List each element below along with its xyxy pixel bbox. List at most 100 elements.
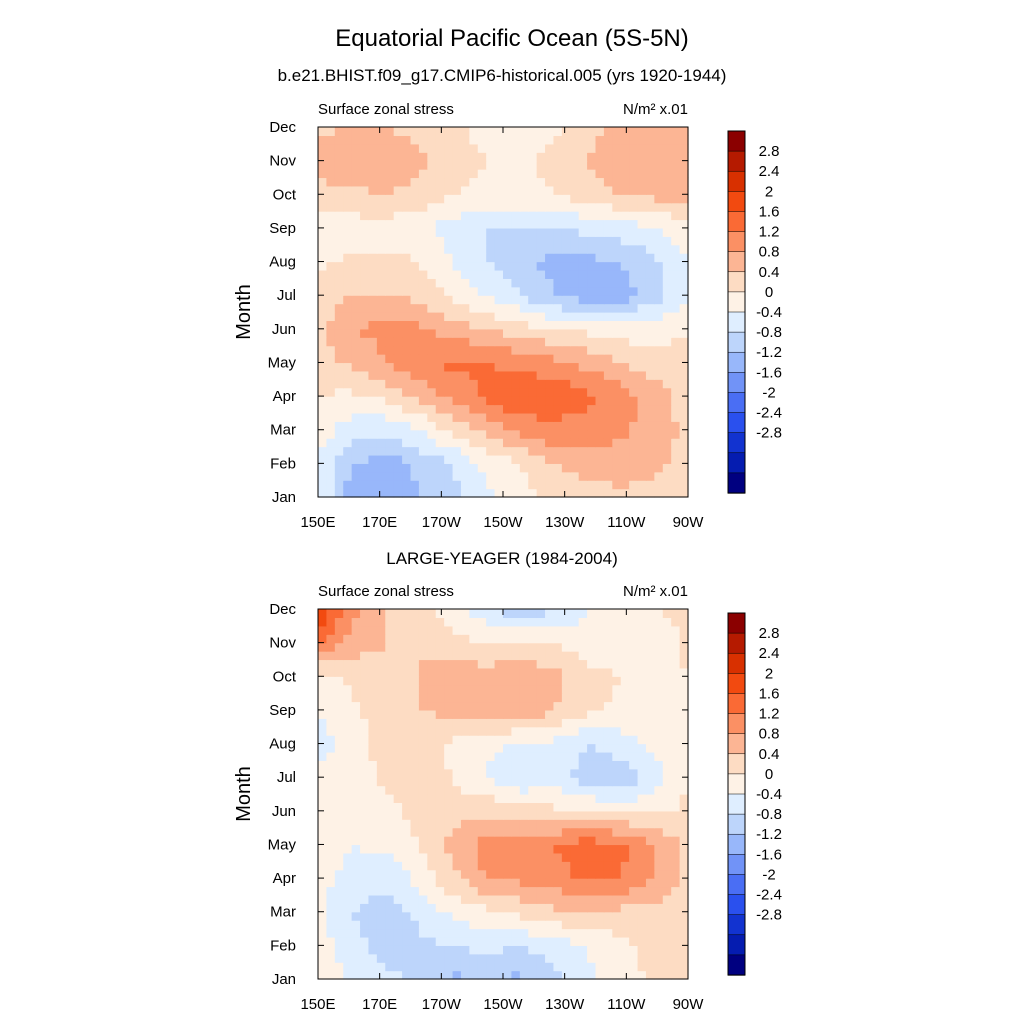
contour-cell: [503, 693, 513, 703]
contour-cell: [444, 396, 454, 406]
contour-cell: [494, 852, 504, 862]
contour-cell: [587, 219, 597, 229]
contour-cell: [460, 625, 470, 635]
contour-cell: [620, 269, 630, 279]
contour-cell: [645, 945, 655, 955]
contour-cell: [334, 152, 344, 162]
contour-cell: [427, 936, 437, 946]
contour-cell: [376, 617, 386, 627]
contour-cell: [553, 651, 563, 661]
contour-cell: [561, 726, 571, 736]
contour-cell: [654, 751, 664, 761]
contour-cell: [486, 202, 496, 212]
contour-cell: [603, 920, 613, 930]
contour-cell: [629, 726, 639, 736]
contour-cell: [418, 345, 428, 355]
contour-cell: [578, 463, 588, 473]
contour-cell: [561, 735, 571, 745]
contour-cell: [469, 135, 479, 145]
contour-cell: [679, 802, 689, 812]
contour-cell: [435, 852, 445, 862]
contour-cell: [603, 609, 613, 619]
contour-cell: [360, 869, 370, 879]
contour-cell: [637, 819, 647, 829]
contour-cell: [343, 169, 353, 179]
contour-cell: [418, 211, 428, 221]
contour-cell: [545, 328, 555, 338]
contour-cell: [561, 936, 571, 946]
contour-cell: [360, 488, 370, 498]
contour-cell: [376, 852, 386, 862]
colorbar-swatch: [727, 211, 746, 233]
contour-cell: [620, 454, 630, 464]
contour-cell: [629, 320, 639, 330]
contour-cell: [620, 810, 630, 820]
contour-cell: [402, 143, 412, 153]
contour-cell: [603, 471, 613, 481]
contour-cell: [511, 438, 521, 448]
contour-cell: [444, 143, 454, 153]
contour-cell: [318, 844, 328, 854]
contour-cell: [351, 303, 361, 313]
contour-cell: [620, 143, 630, 153]
contour-cell: [603, 852, 613, 862]
contour-cell: [578, 945, 588, 955]
contour-cell: [503, 676, 513, 686]
contour-cell: [326, 810, 336, 820]
contour-cell: [494, 454, 504, 464]
contour-cell: [410, 412, 420, 422]
contour-cell: [494, 869, 504, 879]
contour-cell: [587, 625, 597, 635]
contour-cell: [410, 438, 420, 448]
contour-cell: [385, 404, 395, 414]
contour-cell: [351, 345, 361, 355]
contour-cell: [318, 454, 328, 464]
contour-cell: [318, 328, 328, 338]
contour-cell: [402, 735, 412, 745]
contour-cell: [553, 743, 563, 753]
contour-cell: [427, 135, 437, 145]
contour-cell: [587, 819, 597, 829]
colorbar-swatch: [727, 773, 746, 795]
contour-cell: [645, 454, 655, 464]
contour-cell: [662, 735, 672, 745]
contour-cell: [326, 693, 336, 703]
contour-cell: [469, 827, 479, 837]
contour-cell: [561, 802, 571, 812]
contour-cell: [494, 894, 504, 904]
contour-cell: [343, 903, 353, 913]
contour-cell: [503, 743, 513, 753]
contour-cell: [402, 928, 412, 938]
colorbar-swatch: [727, 813, 746, 835]
contour-cell: [318, 396, 328, 406]
contour-cell: [460, 261, 470, 271]
contour-cell: [334, 219, 344, 229]
contour-cell: [519, 936, 529, 946]
contour-cell: [435, 320, 445, 330]
contour-cell: [402, 962, 412, 972]
contour-cell: [444, 286, 454, 296]
contour-cell: [545, 861, 555, 871]
contour-cell: [503, 152, 513, 162]
contour-cell: [503, 936, 513, 946]
contour-cell: [368, 219, 378, 229]
contour-cell: [528, 202, 538, 212]
contour-cell: [444, 953, 454, 963]
contour-cell: [376, 488, 386, 498]
contour-cell: [393, 202, 403, 212]
contour-cell: [452, 844, 462, 854]
contour-cell: [553, 819, 563, 829]
contour-cell: [503, 625, 513, 635]
contour-cell: [435, 844, 445, 854]
contour-cell: [318, 438, 328, 448]
contour-cell: [595, 412, 605, 422]
contour-cell: [620, 152, 630, 162]
contour-cell: [410, 785, 420, 795]
contour-cell: [444, 617, 454, 627]
contour-cell: [418, 819, 428, 829]
contour-cell: [385, 219, 395, 229]
contour-cell: [393, 312, 403, 322]
contour-cell: [444, 303, 454, 313]
contour-cell: [612, 962, 622, 972]
contour-cell: [393, 370, 403, 380]
